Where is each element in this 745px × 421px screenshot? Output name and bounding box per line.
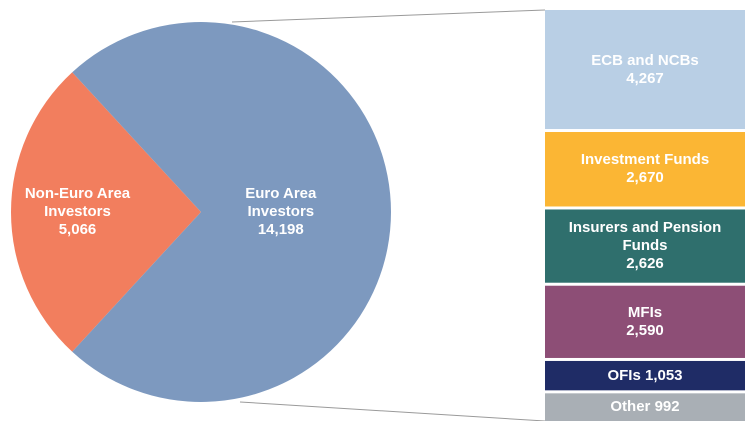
value-label: 992 bbox=[654, 398, 680, 416]
data-label: OFIs 1,053 bbox=[545, 367, 745, 385]
bar-segment bbox=[545, 360, 745, 391]
pie-slice bbox=[72, 22, 391, 403]
value-label: 5,066 bbox=[58, 221, 97, 238]
bar-segment bbox=[545, 10, 745, 130]
bar-segment bbox=[545, 393, 745, 421]
data-label: Investment Funds 2,670 bbox=[545, 151, 745, 187]
data-label: Non-Euro Area Investors 5,066 bbox=[13, 185, 143, 239]
value-label: 2,590 bbox=[626, 321, 664, 339]
category-label: Insurers and Pension Funds bbox=[568, 219, 722, 255]
connector-line bbox=[239, 401, 546, 421]
data-label: Euro Area Investors 14,198 bbox=[226, 185, 336, 239]
value-label: 2,626 bbox=[626, 255, 664, 273]
category-label: ECB and NCBs bbox=[591, 51, 699, 69]
data-label: MFIs 2,590 bbox=[545, 304, 745, 340]
connector-line bbox=[231, 9, 546, 23]
value-label: 1,053 bbox=[644, 366, 683, 384]
data-label: ECB and NCBs 4,267 bbox=[545, 52, 745, 88]
category-label: Non-Euro Area Investors bbox=[24, 185, 131, 220]
category-label: Investment Funds bbox=[580, 151, 710, 169]
bar-segment bbox=[545, 209, 745, 283]
value-label: 4,267 bbox=[626, 69, 664, 87]
category-label: Other bbox=[610, 398, 651, 416]
bar-segment bbox=[545, 285, 745, 358]
value-label: 14,198 bbox=[257, 221, 304, 238]
data-label: Other 992 bbox=[545, 398, 745, 416]
bar-segment bbox=[545, 132, 745, 207]
pie-slice bbox=[10, 72, 201, 352]
category-label: Euro Area Investors bbox=[245, 185, 317, 220]
data-label: Insurers and Pension Funds 2,626 bbox=[545, 219, 745, 273]
value-label: 2,670 bbox=[626, 169, 664, 187]
category-label: MFIs bbox=[627, 303, 663, 321]
category-label: OFIs bbox=[607, 366, 641, 384]
